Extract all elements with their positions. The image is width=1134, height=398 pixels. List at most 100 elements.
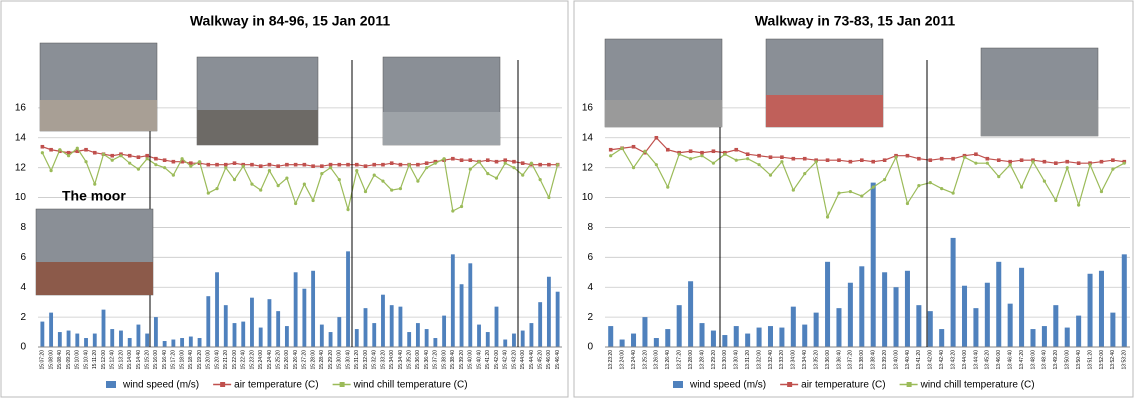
bar — [1076, 315, 1082, 347]
x-tick-label: 13:52:40 — [1110, 350, 1116, 370]
x-tick-label: 15:40:40 — [476, 350, 482, 370]
marker — [803, 172, 807, 176]
x-tick-label: 15:15:20 — [144, 350, 150, 370]
bar — [180, 338, 185, 347]
marker — [1099, 159, 1104, 164]
y-tick-label: 14 — [15, 132, 27, 143]
marker — [494, 176, 499, 180]
bar — [49, 312, 54, 347]
marker — [802, 156, 807, 161]
x-tick-label: 13:43:20 — [950, 350, 956, 370]
legend-label: wind chill temperature (C) — [920, 380, 1035, 391]
y-tick-label: 0 — [587, 342, 593, 353]
marker — [232, 161, 237, 165]
marker — [503, 161, 507, 165]
bar — [767, 326, 773, 347]
marker — [189, 161, 193, 165]
marker — [859, 158, 864, 162]
bar — [927, 311, 933, 347]
bar — [293, 272, 298, 347]
x-tick-label: 15:20:40 — [214, 350, 220, 370]
bar — [258, 327, 263, 347]
chart-title: Walkway in 73-83, 15 Jan 2011 — [755, 13, 955, 29]
bar — [162, 341, 167, 347]
x-tick-label: 15:44:40 — [529, 350, 535, 370]
legend-label: air temperature (C) — [801, 380, 885, 391]
x-tick-label: 13:42:00 — [928, 350, 934, 370]
marker — [711, 149, 716, 154]
marker — [75, 146, 79, 150]
x-tick-label: 13:46:00 — [996, 350, 1002, 370]
marker — [996, 158, 1001, 162]
bar — [127, 338, 132, 347]
x-tick-label: 15:41:20 — [485, 350, 491, 370]
x-tick-label: 13:45:20 — [985, 350, 991, 370]
marker — [250, 182, 254, 186]
marker — [974, 152, 978, 157]
x-tick-label: 13:50:40 — [1076, 350, 1082, 370]
bar — [631, 333, 637, 347]
legend-label: wind chill temperature (C) — [353, 380, 468, 391]
photo-ground — [197, 110, 318, 145]
bar — [916, 305, 922, 347]
marker — [346, 162, 350, 167]
marker — [985, 161, 989, 165]
x-tick-label: 15:16:40 — [162, 350, 168, 370]
x-tick-label: 15:45:20 — [537, 350, 543, 370]
marker — [468, 158, 473, 162]
bar — [311, 270, 316, 347]
legend-swatch — [673, 381, 683, 388]
x-tick-label: 15:40:00 — [468, 350, 474, 370]
marker — [951, 191, 955, 195]
x-tick-label: 15:10:00 — [75, 350, 81, 370]
line — [610, 136, 1125, 164]
bar — [232, 323, 237, 347]
marker — [66, 150, 71, 155]
x-tick-label: 15:24:40 — [267, 350, 273, 370]
marker — [276, 164, 280, 168]
marker — [311, 198, 315, 203]
x-tick-label: 15:32:40 — [372, 350, 378, 370]
marker — [928, 158, 933, 162]
bar — [733, 326, 739, 347]
x-tick-label: 13:39:20 — [882, 350, 888, 370]
marker — [49, 169, 53, 173]
bar — [337, 317, 342, 347]
bar — [538, 302, 543, 347]
marker — [1065, 166, 1069, 170]
x-tick-label: 15:19:20 — [197, 350, 203, 370]
x-tick-label: 15:14:00 — [127, 350, 133, 370]
photo-ground — [40, 100, 157, 131]
x-tick-label: 15:42:40 — [503, 350, 509, 370]
x-tick-label: 13:41:20 — [916, 350, 922, 370]
marker — [928, 181, 932, 185]
marker — [905, 201, 910, 206]
marker — [757, 163, 761, 167]
marker — [171, 159, 176, 164]
x-tick-label: 13:29:20 — [711, 350, 717, 370]
marker — [520, 161, 525, 165]
y-tick-label: 4 — [20, 282, 26, 293]
x-tick-label: 13:30:00 — [722, 350, 728, 370]
marker — [486, 172, 490, 176]
marker — [677, 152, 681, 156]
bar — [92, 333, 97, 347]
marker — [962, 155, 967, 159]
x-tick-label: 13:32:40 — [768, 350, 774, 370]
x-tick-label: 15:31:20 — [354, 350, 360, 370]
marker — [363, 164, 368, 168]
bar — [722, 335, 728, 347]
marker — [521, 173, 525, 177]
x-tick-label: 15:30:00 — [337, 350, 343, 370]
marker — [814, 160, 818, 164]
marker — [512, 159, 516, 164]
bar — [984, 282, 990, 347]
bar — [520, 330, 525, 347]
marker — [119, 154, 123, 158]
marker — [1088, 163, 1092, 167]
marker — [101, 152, 106, 156]
marker — [1019, 158, 1024, 162]
marker — [1122, 161, 1126, 165]
bar — [710, 330, 716, 347]
x-tick-label: 15:09:20 — [66, 350, 72, 370]
